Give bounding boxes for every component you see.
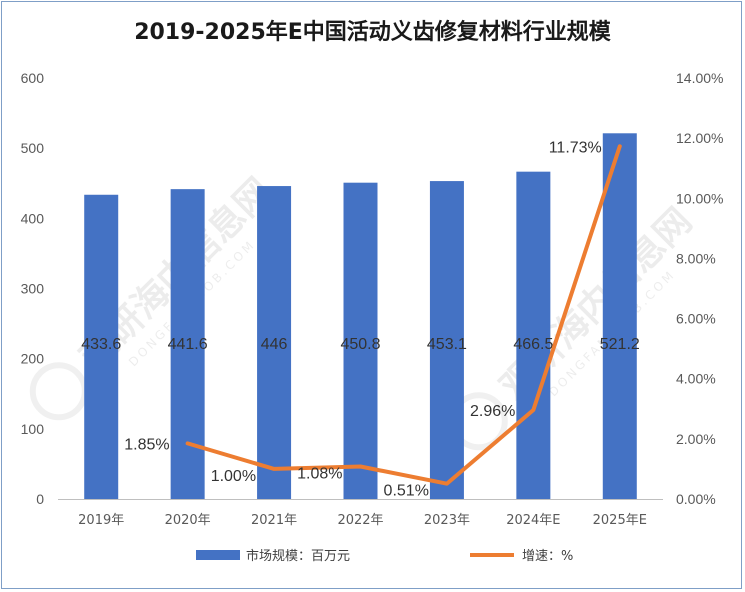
- line-data-label: 0.51%: [384, 483, 429, 500]
- y-left-tick-label: 200: [21, 351, 45, 367]
- chart-title: 2019-2025年E中国活动义齿修复材料行业规模: [134, 20, 611, 45]
- x-tick-label: 2024年E: [506, 513, 560, 528]
- bar-data-label: 446: [261, 336, 288, 353]
- x-tick-label: 2021年: [251, 513, 297, 528]
- growth-line: [185, 144, 622, 486]
- y-right-tick-label: 14.00%: [676, 70, 723, 86]
- y-left-tick-label: 300: [21, 281, 45, 297]
- x-tick-label: 2023年: [424, 513, 470, 528]
- bar: [429, 181, 464, 499]
- line-data-label: 1.08%: [297, 466, 342, 483]
- line-data-label: 1.00%: [211, 468, 256, 485]
- y-right-tick-label: 6.00%: [676, 311, 716, 327]
- y-left-tick-label: 600: [21, 70, 45, 86]
- bar: [84, 194, 119, 500]
- line-data-label: 11.73%: [549, 139, 602, 156]
- bar: [257, 186, 292, 499]
- y-right-tick-label: 0.00%: [676, 491, 716, 507]
- y-left-tick-label: 500: [21, 140, 45, 156]
- y-right-tick-label: 12.00%: [676, 130, 723, 146]
- line-data-label: 1.85%: [124, 436, 169, 453]
- bar-data-label: 433.6: [81, 336, 121, 353]
- y-right-tick-label: 10.00%: [676, 190, 723, 206]
- bar-data-label: 450.8: [340, 336, 380, 353]
- legend-bar-label: 市场规模：百万元: [246, 548, 350, 564]
- bar: [516, 171, 551, 500]
- watermark: 观研海内信息网DONGFANGGOB.COM: [29, 171, 280, 421]
- watermark: 观研海内信息网DONGFANGGOB.COM: [449, 201, 700, 451]
- legend-bar-swatch: [196, 550, 240, 560]
- x-tick-label: 2025年E: [593, 513, 647, 528]
- y-left-tick-label: 400: [21, 210, 45, 226]
- y-left-tick-label: 100: [21, 421, 45, 437]
- y-right-tick-label: 4.00%: [676, 371, 716, 387]
- y-right-tick-label: 8.00%: [676, 250, 716, 266]
- bar-data-label: 441.6: [168, 336, 208, 353]
- x-tick-label: 2022年: [337, 513, 383, 528]
- bar-data-label: 453.1: [427, 336, 467, 353]
- bar: [602, 133, 637, 500]
- y-left-tick-label: 0: [36, 491, 44, 507]
- bar-data-label: 521.2: [600, 336, 640, 353]
- bar: [343, 182, 378, 499]
- y-right-tick-label: 2.00%: [676, 431, 716, 447]
- x-tick-label: 2019年: [78, 513, 124, 528]
- legend-line-label: 增速：%: [522, 549, 573, 564]
- x-tick-label: 2020年: [165, 513, 211, 528]
- bar-data-label: 466.5: [513, 336, 553, 353]
- line-data-label: 2.96%: [470, 403, 515, 420]
- watermark-logo-icon: [29, 362, 88, 421]
